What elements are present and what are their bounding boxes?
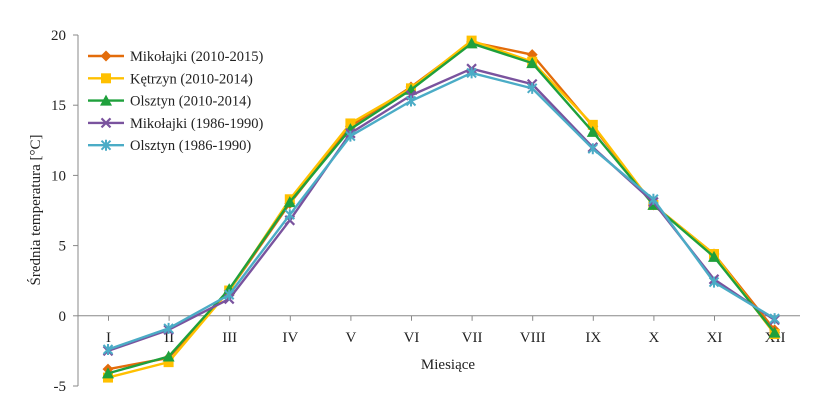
data-point — [466, 67, 477, 79]
x-tick-label: I — [106, 330, 111, 346]
legend-swatch-marker — [100, 94, 112, 106]
data-point — [163, 322, 174, 334]
data-point — [465, 37, 478, 49]
x-tick-label: IV — [282, 330, 298, 346]
y-tick-labels: -5 0 5 10 15 20 — [51, 28, 78, 395]
data-point — [102, 343, 114, 355]
data-point — [345, 130, 356, 142]
legend-swatch-marker — [100, 139, 112, 151]
x-tick-label: VII — [462, 330, 483, 346]
x-tick-label: X — [648, 330, 659, 346]
data-point — [769, 313, 780, 325]
legend-swatch-marker — [101, 73, 111, 84]
data-point — [586, 125, 599, 137]
series-5 — [102, 67, 780, 355]
series-line — [107, 39, 776, 379]
legend-item: Olsztyn (2010-2014) — [88, 94, 251, 110]
data-point — [102, 367, 114, 379]
series-line — [107, 40, 776, 371]
y-tick-label: 20 — [51, 28, 66, 44]
x-tick-label: III — [222, 330, 237, 346]
legend-swatch-marker — [100, 50, 112, 62]
legend-item: Kętrzyn (2010-2014) — [88, 71, 253, 87]
legend-item: Olsztyn (1986-1990) — [88, 138, 251, 154]
y-tick-label: 5 — [59, 239, 67, 255]
data-point — [162, 350, 175, 362]
data-point — [223, 289, 235, 301]
data-point — [405, 95, 417, 107]
data-point — [163, 357, 174, 368]
x-tick-label: II — [164, 330, 174, 346]
y-tick-label: 0 — [59, 309, 67, 325]
x-tick-label: V — [345, 330, 356, 346]
x-axis-title: Miesiące — [421, 357, 475, 373]
y-tick-label: -5 — [54, 379, 67, 395]
legend-label: Olsztyn (1986-1990) — [130, 138, 251, 154]
legend-label: Olsztyn (2010-2014) — [130, 94, 251, 110]
x-tick-label: XI — [707, 330, 723, 346]
legend: Mikołajki (2010-2015) Kętrzyn (2010-2014)… — [88, 49, 263, 154]
x-tick-label: VIII — [520, 330, 546, 346]
legend-swatch-marker — [100, 117, 112, 129]
data-point — [708, 276, 720, 288]
data-point — [648, 193, 659, 205]
y-tick-label: 10 — [51, 168, 66, 184]
data-point — [587, 143, 599, 155]
data-point — [708, 250, 720, 262]
x-tick-label: IX — [585, 330, 601, 346]
data-point — [768, 326, 781, 338]
series-line — [107, 71, 776, 351]
data-point — [284, 209, 296, 221]
legend-item: Mikołajki (1986-1990) — [88, 116, 263, 132]
x-tick-label: VI — [404, 330, 420, 346]
legend-label: Mikołajki (1986-1990) — [130, 116, 263, 132]
data-point — [526, 57, 539, 69]
series-3 — [102, 37, 781, 379]
data-point — [587, 119, 598, 130]
y-tick-label: 15 — [51, 98, 66, 114]
legend-label: Kętrzyn (2010-2014) — [130, 71, 253, 87]
y-axis-title: Średnia temperatura [°C] — [27, 135, 44, 286]
legend-item: Mikołajki (2010-2015) — [88, 49, 263, 65]
series-layer — [102, 35, 781, 383]
data-point — [283, 196, 296, 208]
legend-label: Mikołajki (2010-2015) — [130, 49, 263, 65]
data-point — [526, 82, 538, 94]
series-line — [107, 67, 776, 353]
x-tick-labels: IIIIIIIVVVIVIIVIIIIXXXIXII — [106, 315, 786, 346]
